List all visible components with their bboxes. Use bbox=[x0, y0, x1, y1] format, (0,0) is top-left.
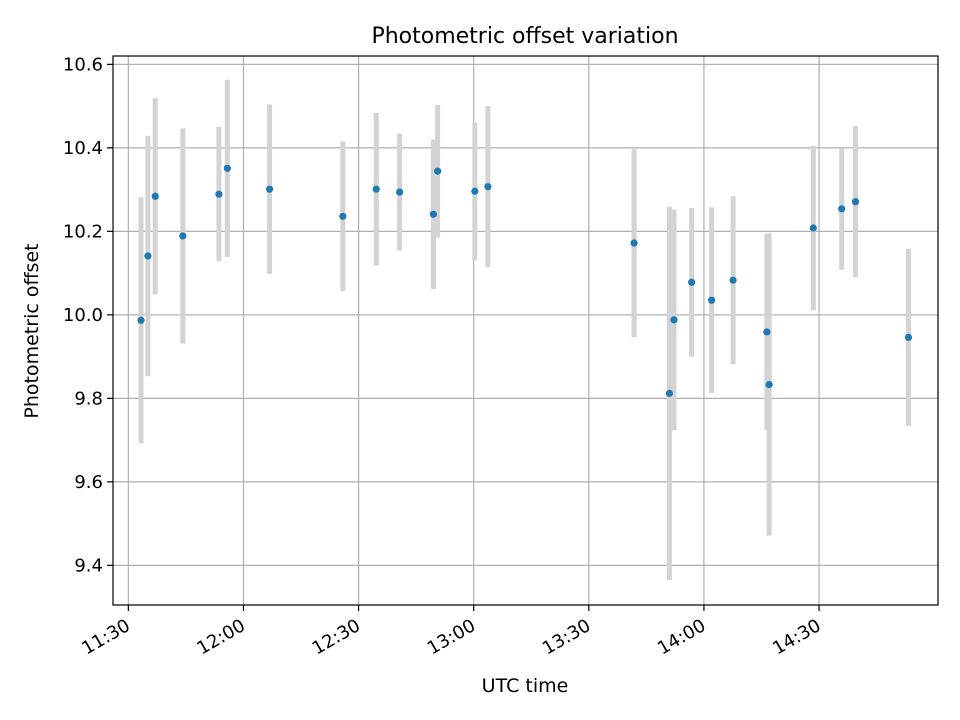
y-tick-label: 10.4 bbox=[63, 138, 103, 159]
y-tick-label: 9.6 bbox=[74, 472, 103, 493]
data-point bbox=[339, 212, 347, 220]
data-point bbox=[851, 198, 860, 206]
y-tick-label: 9.8 bbox=[74, 388, 103, 409]
data-point bbox=[670, 316, 678, 324]
data-point bbox=[471, 187, 479, 195]
data-point bbox=[396, 188, 404, 196]
y-tick-label: 10.6 bbox=[63, 54, 103, 75]
data-point bbox=[484, 183, 492, 191]
data-points bbox=[137, 164, 913, 397]
data-point bbox=[763, 328, 771, 336]
data-point bbox=[665, 389, 673, 397]
data-point bbox=[223, 164, 231, 172]
data-point bbox=[372, 185, 380, 193]
data-point bbox=[708, 296, 716, 304]
x-axis-label: UTC time bbox=[482, 675, 569, 697]
y-tick-label: 9.4 bbox=[74, 555, 103, 576]
y-axis-ticks: 9.4 9.6 9.8 10.0 10.2 10.4 10.6 bbox=[63, 54, 113, 576]
data-point bbox=[838, 205, 846, 213]
data-point bbox=[434, 167, 442, 175]
y-tick-label: 10.0 bbox=[63, 305, 103, 326]
grid bbox=[113, 56, 938, 605]
data-point bbox=[630, 239, 638, 247]
data-point bbox=[144, 252, 152, 260]
data-point bbox=[137, 316, 145, 324]
data-point bbox=[904, 333, 913, 341]
data-point bbox=[809, 224, 817, 232]
data-point bbox=[688, 278, 696, 286]
data-point bbox=[179, 232, 187, 240]
plot-area-frame bbox=[112, 55, 939, 606]
chart-title: Photometric offset variation bbox=[371, 24, 678, 49]
data-point bbox=[265, 185, 274, 193]
y-axis-label: Photometric offset bbox=[21, 243, 43, 418]
data-point bbox=[429, 210, 438, 218]
data-point bbox=[729, 276, 737, 284]
data-point bbox=[765, 380, 773, 389]
data-point bbox=[215, 190, 223, 198]
data-point bbox=[151, 192, 159, 200]
y-tick-label: 10.2 bbox=[63, 221, 103, 242]
